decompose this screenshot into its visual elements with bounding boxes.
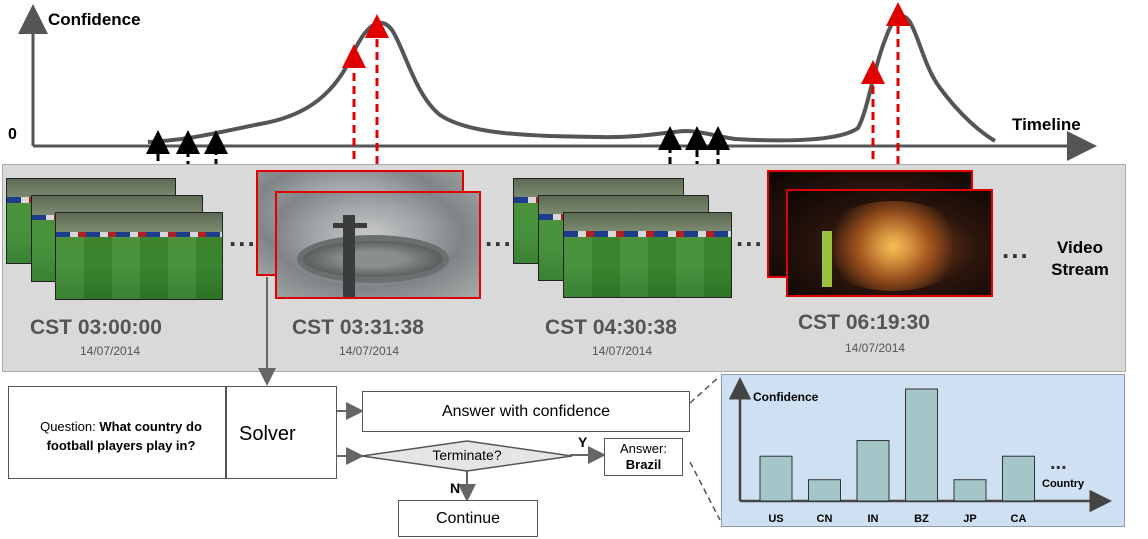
country-confidence-bar-chart: Confidence Country ... US CN IN BZ JP CA: [728, 377, 1112, 525]
answer-with-confidence-label: Answer with confidence: [441, 403, 611, 420]
answer-box: Answer: Brazil: [604, 438, 683, 476]
fireworks-image: [818, 201, 968, 291]
video-frame-highlighted: [275, 191, 481, 299]
timestamp-label: CST 06:19:30: [798, 311, 930, 334]
solver-box: Solver: [226, 386, 337, 479]
answer-label: Answer: Brazil: [605, 441, 682, 473]
timestamp-label: CST 03:31:38: [292, 316, 424, 339]
video-stream-label-line2: Stream: [1051, 260, 1109, 279]
chart-ellipsis: ...: [1050, 452, 1067, 474]
answer-prefix: Answer:: [620, 441, 667, 456]
tick-label-cn: CN: [817, 513, 833, 525]
no-label: N: [450, 480, 461, 496]
ellipsis: ...: [229, 222, 257, 252]
answer-value: Brazil: [625, 457, 662, 472]
y-axis-label: Confidence: [48, 10, 141, 29]
chart-y-label: Confidence: [753, 390, 819, 404]
bar-us: [759, 455, 793, 502]
video-frame: [563, 212, 732, 298]
confidence-timeline-chart: [18, 2, 1097, 164]
question-body: What country do football players play in…: [46, 419, 202, 453]
bar-ca: [1002, 455, 1035, 502]
bar-cn: [808, 479, 841, 502]
ellipsis: ...: [736, 222, 764, 252]
timestamp-label: CST 04:30:38: [545, 316, 677, 339]
video-stream-label: Video Stream: [1040, 237, 1120, 281]
tick-label-us: US: [768, 513, 783, 525]
chart-x-label: Country: [1042, 478, 1085, 490]
video-frame-highlighted: [786, 189, 993, 297]
bar-bz: [905, 388, 938, 502]
statue-image: [822, 231, 832, 287]
x-axis-label: Timeline: [1012, 115, 1081, 134]
date-label: 14/07/2014: [80, 344, 141, 358]
statue-image: [343, 215, 355, 297]
date-label: 14/07/2014: [339, 344, 400, 358]
continue-box: Continue: [398, 500, 538, 537]
zoom-line: [689, 375, 721, 404]
country-confidence-panel: Confidence Country ... US CN IN BZ JP CA: [721, 374, 1125, 527]
solver-label: Solver: [239, 423, 296, 445]
zero-label: 0: [8, 126, 17, 143]
yes-label: Y: [578, 434, 588, 450]
continue-label: Continue: [435, 510, 501, 527]
statue-arms: [333, 223, 367, 228]
video-frame: [55, 212, 223, 300]
date-label: 14/07/2014: [592, 344, 653, 358]
ellipsis: ...: [485, 222, 513, 252]
terminate-label: Terminate?: [432, 447, 502, 463]
stadium-image: [297, 235, 449, 283]
terminate-diamond: [361, 440, 573, 472]
ellipsis: ...: [1002, 234, 1030, 264]
timestamp-label: CST 03:00:00: [30, 316, 162, 339]
video-stream-label-line1: Video: [1057, 238, 1103, 257]
tick-label-ca: CA: [1011, 513, 1027, 525]
answer-with-confidence-box: Answer with confidence: [362, 391, 690, 432]
zoom-line: [689, 461, 721, 521]
bar-jp: [953, 479, 987, 502]
tick-label-jp: JP: [963, 513, 976, 525]
question-text: Question: What country do football playe…: [19, 417, 223, 455]
bars-group: US CN IN BZ JP CA: [759, 388, 1035, 525]
tick-label-bz: BZ: [914, 513, 929, 525]
question-box: Question: What country do football playe…: [8, 386, 226, 479]
date-label: 14/07/2014: [845, 341, 906, 355]
question-prefix: Question:: [40, 419, 100, 434]
tick-label-in: IN: [868, 513, 879, 525]
bar-in: [856, 440, 890, 502]
